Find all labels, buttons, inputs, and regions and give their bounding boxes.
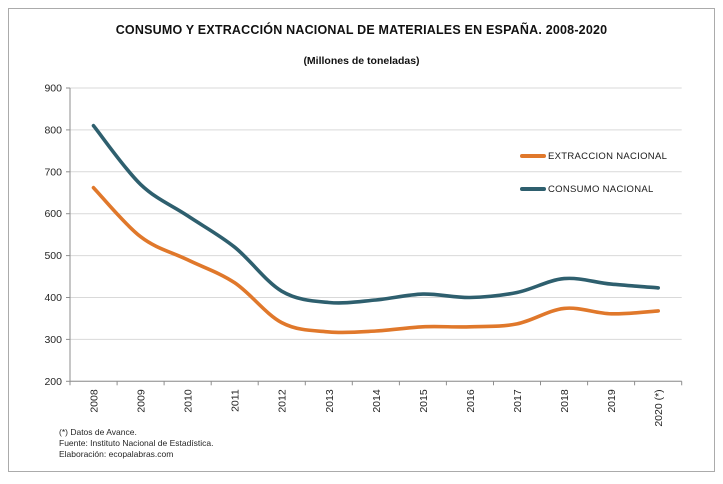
x-tick-label-2019: 2019 xyxy=(606,389,618,413)
footnotes: (*) Datos de Avance. Fuente: Instituto N… xyxy=(59,427,214,460)
legend: EXTRACCION NACIONAL CONSUMO NACIONAL xyxy=(520,149,705,215)
y-tick-label-200: 200 xyxy=(44,376,62,388)
legend-label-consumo: CONSUMO NACIONAL xyxy=(548,183,654,195)
x-tick-label-2020: 2020 (*) xyxy=(653,389,665,426)
legend-item-consumo-nacional: CONSUMO NACIONAL xyxy=(520,182,705,196)
legend-item-extraccion-nacional: EXTRACCION NACIONAL xyxy=(520,149,705,163)
series-line-extraccion-nacional xyxy=(91,185,660,335)
x-tick-label-2011: 2011 xyxy=(230,389,242,412)
y-tick-label-400: 400 xyxy=(44,292,62,304)
y-tick-label-300: 300 xyxy=(44,334,62,346)
legend-line-swatch-consumo xyxy=(520,187,546,191)
y-tick-label-500: 500 xyxy=(44,250,62,262)
x-tick-label-2014: 2014 xyxy=(371,389,383,413)
y-tick-label-800: 800 xyxy=(44,124,62,136)
x-tick-label-2015: 2015 xyxy=(418,389,430,413)
legend-line-swatch-extraccion xyxy=(520,154,546,158)
x-tick-label-2018: 2018 xyxy=(559,389,571,413)
chart-title: CONSUMO Y EXTRACCIÓN NACIONAL DE MATERIA… xyxy=(115,23,608,37)
x-tick-label-2010: 2010 xyxy=(183,389,195,413)
x-tick-label-2013: 2013 xyxy=(324,389,336,413)
chart-border xyxy=(8,8,715,472)
footnote-fuente: Fuente: Instituto Nacional de Estadístic… xyxy=(59,438,214,448)
footnote-datos-avance: (*) Datos de Avance. xyxy=(59,427,137,437)
y-tick-label-900: 900 xyxy=(44,83,62,95)
legend-label-extraccion: EXTRACCION NACIONAL xyxy=(548,150,668,162)
x-tick-label-2008: 2008 xyxy=(89,389,101,413)
y-tick-label-600: 600 xyxy=(44,208,62,220)
x-tick-label-2009: 2009 xyxy=(136,389,148,413)
chart-subtitle: (Millones de toneladas) xyxy=(303,55,420,67)
footnote-elaboracion: Elaboración: ecopalabras.com xyxy=(59,449,174,459)
x-tick-label-2017: 2017 xyxy=(512,389,524,413)
x-tick-label-2016: 2016 xyxy=(465,389,477,413)
x-tick-label-2012: 2012 xyxy=(277,389,289,413)
series-line-consumo-nacional xyxy=(91,123,660,305)
y-tick-label-700: 700 xyxy=(44,166,62,178)
